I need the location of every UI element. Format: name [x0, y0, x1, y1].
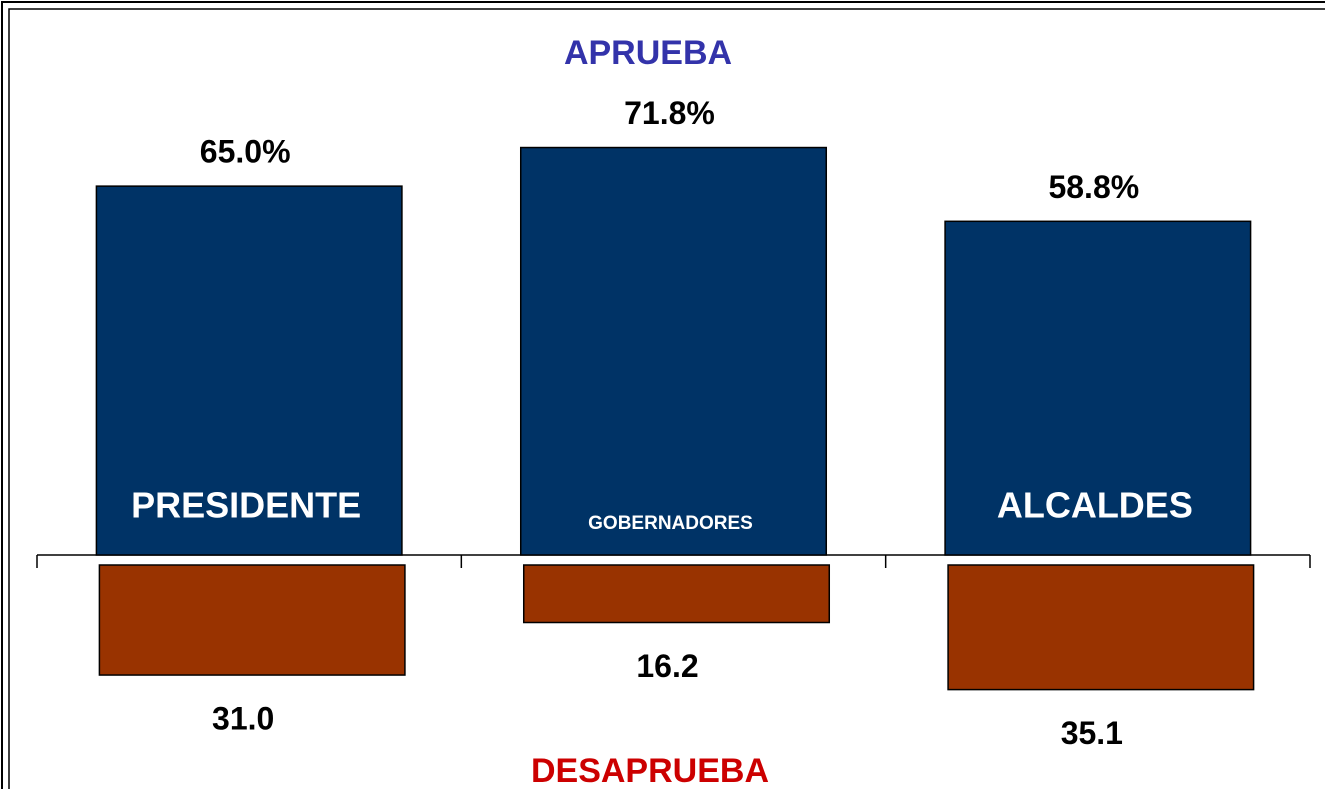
value-label: 35.1	[1061, 715, 1123, 751]
bar	[98, 564, 406, 676]
category-label: PRESIDENTE	[131, 485, 361, 526]
bar	[944, 220, 1252, 556]
value-label: 65.0%	[200, 134, 291, 170]
chart-title: APRUEBA	[564, 34, 732, 72]
category-label: GOBERNADORES	[588, 513, 753, 534]
category-label: ALCALDES	[997, 485, 1193, 526]
chart-subtitle: DESAPRUEBA	[531, 752, 769, 789]
bar	[947, 564, 1255, 691]
value-label: 31.0	[212, 701, 274, 737]
bar	[522, 564, 831, 624]
inner-frame	[8, 8, 1325, 789]
value-label: 58.8%	[1048, 169, 1139, 205]
value-label: 71.8%	[624, 95, 715, 131]
value-label: 16.2	[636, 648, 698, 684]
bar	[95, 185, 403, 556]
bar	[519, 146, 828, 556]
